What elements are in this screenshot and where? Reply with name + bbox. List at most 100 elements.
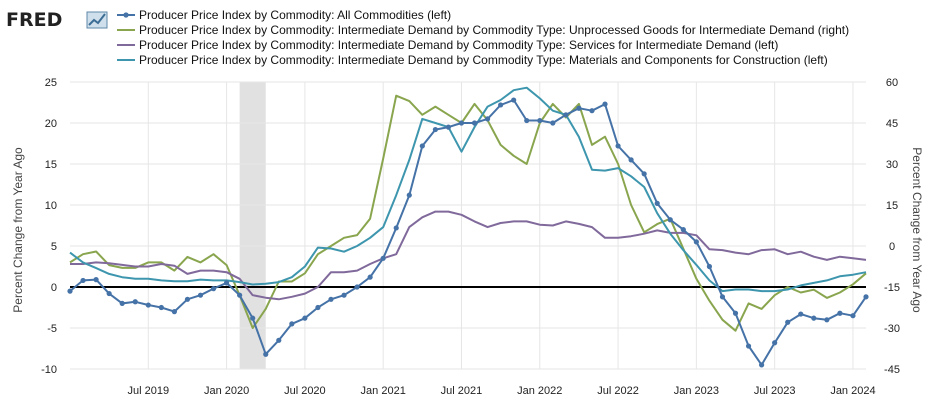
data-point [550, 120, 556, 126]
data-point [628, 157, 634, 163]
data-point [537, 117, 543, 124]
left-tick-label: 15 [45, 159, 57, 171]
series-4 [69, 86, 867, 293]
right-tick-label: 15 [886, 200, 898, 212]
left-tick-label: 0 [51, 282, 57, 294]
x-tick-label: Jan 2021 [361, 385, 406, 397]
data-point [576, 105, 582, 111]
legend-label: Producer Price Index by Commodity: Inter… [139, 38, 778, 52]
left-y-axis: -10 -5 0 5 10 15 20 25 [41, 77, 57, 376]
x-tick-label: Jul 2020 [284, 385, 326, 397]
data-point [745, 343, 752, 349]
data-point [706, 263, 713, 270]
x-tick-label: Jan 2022 [517, 385, 562, 397]
left-tick-label: -10 [41, 364, 57, 376]
legend-item: Producer Price Index by Commodity: Inter… [117, 38, 778, 52]
legend-marker [123, 12, 129, 18]
series-line [69, 86, 867, 293]
legend: Producer Price Index by Commodity: All C… [117, 8, 849, 67]
left-tick-label: -5 [47, 323, 57, 335]
x-tick-label: Jul 2019 [127, 385, 169, 397]
fred-logo: FRED [6, 9, 108, 31]
data-point [158, 304, 164, 311]
data-point [863, 294, 869, 300]
left-tick-label: 25 [45, 77, 57, 89]
plot-area [67, 81, 869, 370]
data-point [654, 200, 660, 206]
data-point [498, 102, 504, 108]
data-point [380, 255, 386, 261]
x-tick-label: Jul 2022 [597, 385, 639, 397]
data-point [458, 120, 465, 126]
series-line [70, 210, 867, 301]
right-tick-label: -45 [884, 364, 900, 376]
recession-band [239, 82, 266, 369]
data-point [850, 313, 856, 319]
right-tick-label: 30 [886, 159, 898, 171]
right-axis-title: Percent Change from Year Ago [910, 147, 924, 313]
fred-logo-icon [86, 11, 108, 29]
left-tick-label: 10 [45, 200, 57, 212]
data-point [184, 296, 191, 302]
legend-item: Producer Price Index by Commodity: Inter… [117, 23, 849, 37]
data-point [197, 292, 204, 298]
data-point [484, 116, 491, 122]
x-tick-label: Jan 2023 [674, 385, 719, 397]
data-point [719, 294, 726, 300]
series-2 [69, 94, 867, 332]
data-point [524, 117, 530, 124]
data-point [837, 310, 843, 316]
left-axis-title: Percent Change from Year Ago [11, 147, 25, 313]
data-point [432, 126, 438, 133]
data-point [80, 277, 86, 284]
data-point [693, 239, 699, 245]
x-tick-label: Jul 2021 [441, 385, 483, 397]
data-point [615, 143, 621, 149]
data-point [223, 280, 230, 286]
data-point [589, 108, 595, 114]
right-tick-label: -15 [884, 282, 900, 294]
data-point [563, 112, 569, 118]
data-point [602, 101, 608, 107]
data-point [145, 302, 151, 308]
data-point [667, 217, 673, 223]
data-point [354, 284, 360, 290]
legend-item: Producer Price Index by Commodity: Inter… [117, 53, 828, 67]
data-point [263, 351, 269, 357]
right-tick-label: 45 [886, 118, 898, 130]
data-point [302, 315, 308, 321]
data-point [471, 120, 478, 126]
data-point [171, 309, 177, 315]
data-point [93, 277, 99, 283]
right-tick-label: 60 [886, 77, 898, 89]
data-point [276, 337, 282, 343]
series-1 [67, 97, 869, 368]
data-point [759, 362, 765, 368]
data-point [250, 315, 256, 321]
legend-label: Producer Price Index by Commodity: Inter… [139, 23, 849, 37]
left-tick-label: 20 [45, 118, 57, 130]
data-point [406, 192, 412, 198]
data-point [824, 317, 830, 323]
data-point [680, 227, 686, 233]
series-line [69, 94, 867, 332]
right-y-axis: -45 -30 -15 0 15 30 45 60 [884, 77, 900, 376]
data-point [210, 286, 217, 292]
data-point [237, 292, 243, 298]
series-3 [70, 210, 867, 301]
x-tick-label: Jan 2024 [830, 385, 875, 397]
data-point [367, 274, 373, 280]
data-point [289, 321, 295, 327]
legend-item: Producer Price Index by Commodity: All C… [117, 8, 451, 22]
data-point [785, 319, 791, 325]
recession-shading [239, 82, 266, 369]
plot-background [70, 82, 866, 369]
data-point [393, 225, 399, 231]
data-point [419, 143, 425, 149]
right-tick-label: 0 [889, 241, 895, 253]
x-axis: Jul 2019 Jan 2020 Jul 2020 Jan 2021 Jul 2021… [127, 385, 875, 397]
x-tick-label: Jul 2023 [754, 385, 796, 397]
legend-label: Producer Price Index by Commodity: Inter… [139, 53, 828, 67]
data-point [341, 292, 347, 298]
